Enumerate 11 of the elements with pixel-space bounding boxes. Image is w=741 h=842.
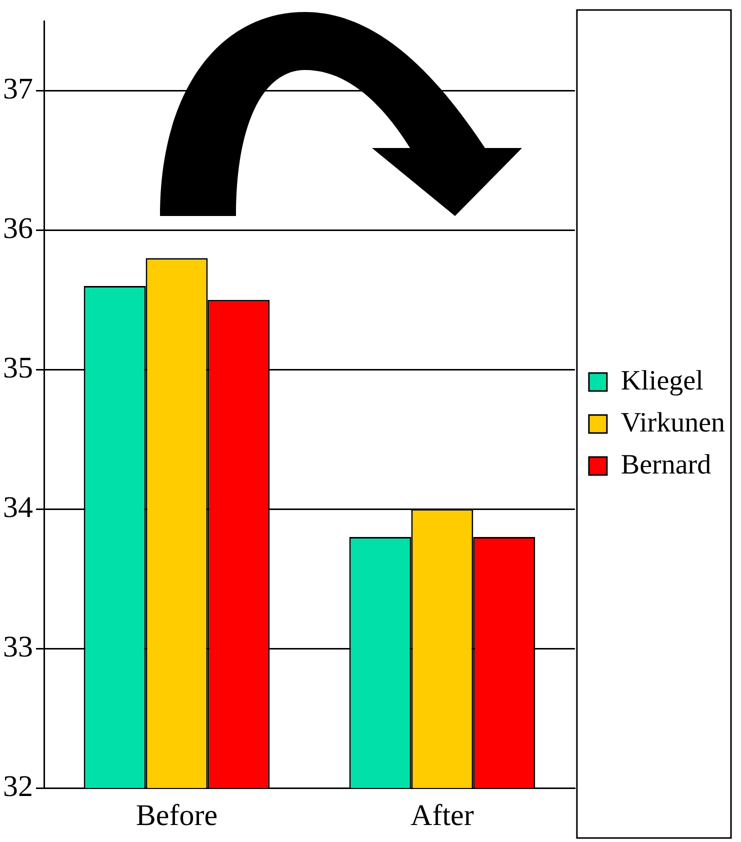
x-tick-label: After bbox=[410, 798, 474, 832]
y-tick-label: 33 bbox=[3, 630, 33, 664]
y-tick-label: 34 bbox=[3, 490, 33, 524]
legend-label: Bernard bbox=[620, 449, 712, 480]
x-tick-label: Before bbox=[136, 798, 218, 832]
legend-label: Virkunen bbox=[620, 407, 726, 438]
y-tick-label: 37 bbox=[3, 72, 33, 106]
y-tick-label: 35 bbox=[3, 352, 33, 385]
y-tick-label: 32 bbox=[3, 770, 33, 803]
y-tick-label: 36 bbox=[3, 212, 33, 246]
legend-label: Kliegel bbox=[620, 365, 704, 396]
